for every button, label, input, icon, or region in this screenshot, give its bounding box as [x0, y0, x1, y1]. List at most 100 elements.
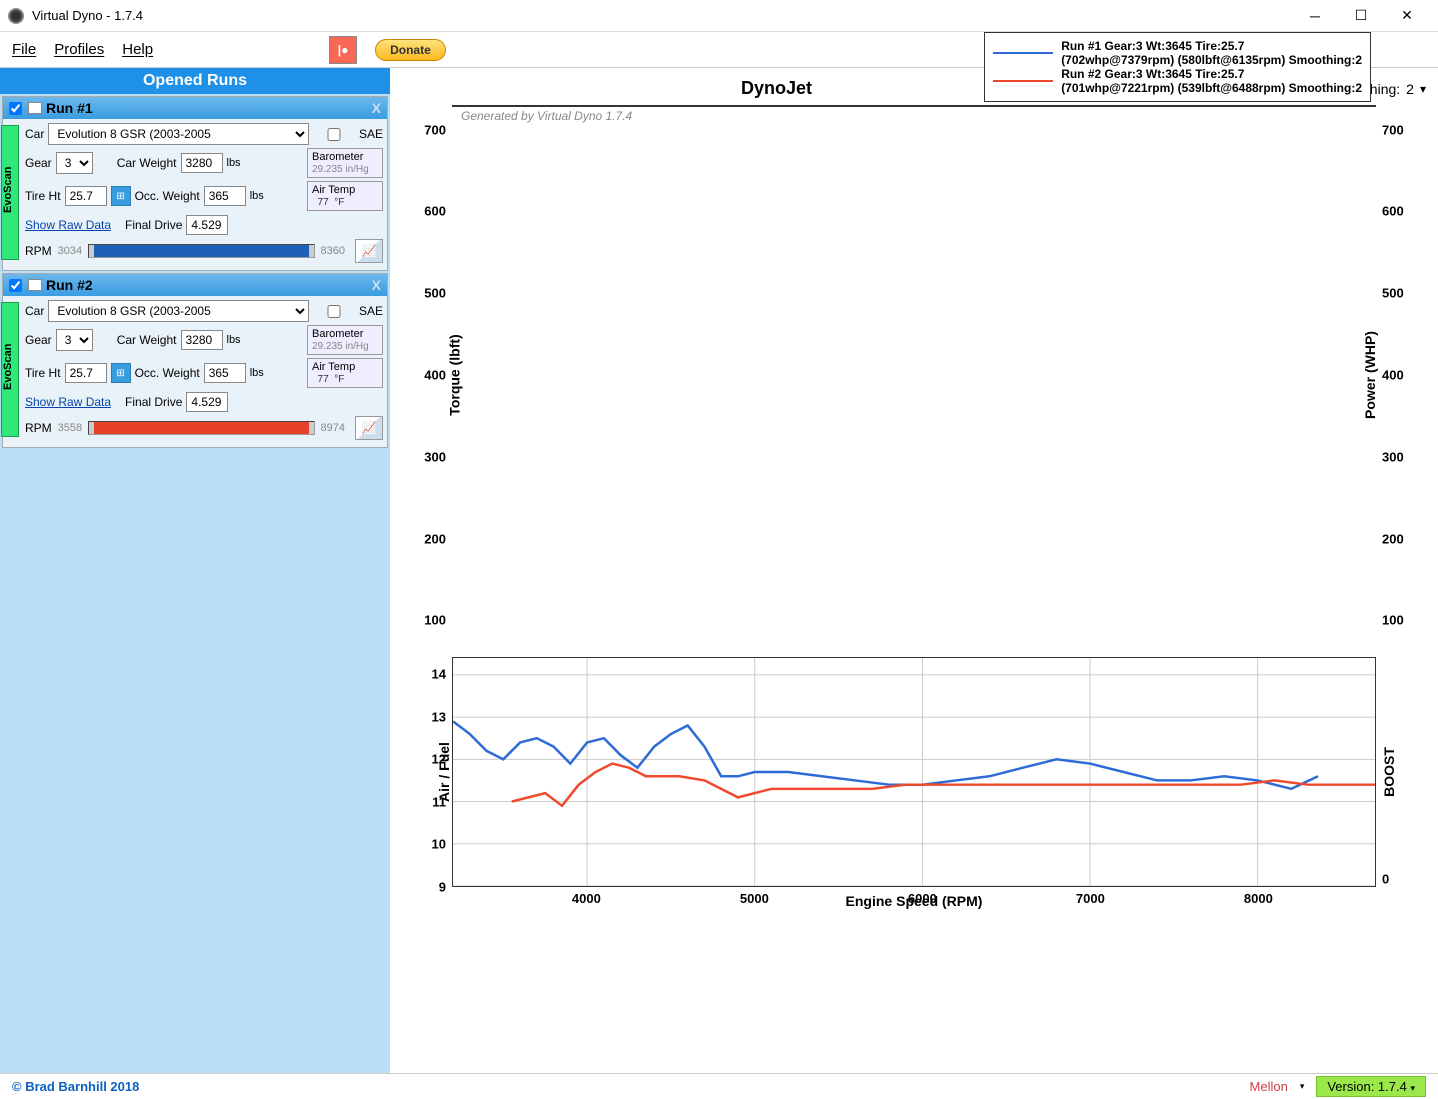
- run-enable-checkbox[interactable]: [9, 279, 22, 292]
- car-weight-input[interactable]: [181, 153, 223, 173]
- ytick: 100: [424, 613, 446, 628]
- gear-label: Gear: [25, 333, 52, 347]
- car-label: Car: [25, 127, 44, 141]
- xtick: 5000: [740, 891, 769, 906]
- menu-profiles[interactable]: Profiles: [54, 41, 104, 58]
- calculator-icon[interactable]: ⊞: [111, 363, 131, 383]
- y-axis-left-label: Torque (lbft): [447, 334, 463, 415]
- show-raw-data-link[interactable]: Show Raw Data: [25, 218, 111, 232]
- ytick: 400: [1382, 368, 1404, 383]
- footer: © Brad Barnhill 2018 Mellon ▾ Version: 1…: [0, 1073, 1438, 1099]
- donate-button[interactable]: Donate: [375, 39, 446, 61]
- final-drive-input[interactable]: [186, 392, 228, 412]
- smoothing-value: 2: [1406, 81, 1414, 97]
- sub-right-tick: 0: [1382, 872, 1389, 887]
- show-raw-data-link[interactable]: Show Raw Data: [25, 395, 111, 409]
- rpm-min: 3034: [58, 245, 82, 257]
- car-select[interactable]: Evolution 8 GSR (2003-2005: [48, 123, 309, 145]
- tire-ht-input[interactable]: [65, 363, 107, 383]
- sub-chart[interactable]: [452, 657, 1376, 887]
- rpm-max: 8974: [321, 422, 345, 434]
- patreon-button[interactable]: |●: [329, 36, 357, 64]
- run-header[interactable]: Run #2 X: [3, 274, 387, 296]
- occ-weight-label: Occ. Weight: [135, 189, 200, 203]
- rpm-slider[interactable]: [88, 244, 314, 258]
- sidebar: Opened Runs Run #1 X EvoScan Car Evoluti…: [0, 68, 390, 1073]
- legend-row: Run #2 Gear:3 Wt:3645 Tire:25.7(701whp@7…: [993, 67, 1362, 95]
- occ-weight-input[interactable]: [204, 186, 246, 206]
- final-drive-input[interactable]: [186, 215, 228, 235]
- smoothing-dropdown[interactable]: ▾: [1420, 82, 1426, 96]
- rpm-max: 8360: [321, 245, 345, 257]
- close-icon[interactable]: X: [372, 100, 381, 116]
- ytick: 700: [424, 122, 446, 137]
- window-title: Virtual Dyno - 1.7.4: [32, 8, 1292, 23]
- xtick: 4000: [572, 891, 601, 906]
- minimize-button[interactable]: ─: [1292, 0, 1338, 32]
- ytick: 200: [424, 531, 446, 546]
- graph-icon[interactable]: 📈: [355, 416, 383, 440]
- ytick: 300: [424, 449, 446, 464]
- generated-by-label: Generated by Virtual Dyno 1.7.4: [461, 109, 632, 123]
- profile-name[interactable]: Mellon: [1250, 1079, 1288, 1094]
- barometer-box: Barometer29.235 in/Hg: [307, 325, 383, 355]
- car-weight-input[interactable]: [181, 330, 223, 350]
- ytick: 500: [1382, 286, 1404, 301]
- xtick: 7000: [1076, 891, 1105, 906]
- ytick: 12: [432, 752, 446, 767]
- sae-checkbox[interactable]: [313, 128, 355, 141]
- copyright: © Brad Barnhill 2018: [12, 1079, 139, 1094]
- main-chart[interactable]: Generated by Virtual Dyno 1.7.4 Run #1 G…: [452, 105, 1376, 107]
- ytick: 300: [1382, 449, 1404, 464]
- maximize-button[interactable]: ☐: [1338, 0, 1384, 32]
- graph-icon[interactable]: 📈: [355, 239, 383, 263]
- gear-label: Gear: [25, 156, 52, 170]
- chart-area: DynoJet 🔍 🛠 ▾ | 📋 💾 🖨 ▾ | Smoothing: 2 ▾…: [390, 68, 1438, 1073]
- tire-ht-label: Tire Ht: [25, 189, 61, 203]
- opened-runs-header: Opened Runs: [0, 68, 390, 94]
- sub-y-right-label: BOOST: [1381, 747, 1397, 797]
- menu-file[interactable]: File: [12, 41, 36, 58]
- legend-row: Run #1 Gear:3 Wt:3645 Tire:25.7(702whp@7…: [993, 39, 1362, 67]
- occ-weight-input[interactable]: [204, 363, 246, 383]
- car-select[interactable]: Evolution 8 GSR (2003-2005: [48, 300, 309, 322]
- xtick: 8000: [1244, 891, 1273, 906]
- y-axis-right-label: Power (WHP): [1362, 331, 1378, 419]
- sae-label: SAE: [359, 304, 383, 318]
- close-icon[interactable]: X: [372, 277, 381, 293]
- app-icon: [8, 8, 24, 24]
- final-drive-label: Final Drive: [125, 218, 182, 232]
- version-badge[interactable]: Version: 1.7.4 ▾: [1316, 1076, 1426, 1097]
- chart-legend: Run #1 Gear:3 Wt:3645 Tire:25.7(702whp@7…: [984, 32, 1371, 102]
- gear-select[interactable]: 3: [56, 329, 93, 351]
- ytick: 200: [1382, 531, 1404, 546]
- ytick: 9: [439, 880, 446, 895]
- profile-dropdown[interactable]: ▾: [1300, 1081, 1305, 1092]
- calculator-icon[interactable]: ⊞: [111, 186, 131, 206]
- evoscan-tab[interactable]: EvoScan: [1, 302, 19, 437]
- color-swatch[interactable]: [28, 102, 42, 114]
- run-header[interactable]: Run #1 X: [3, 97, 387, 119]
- car-weight-label: Car Weight: [117, 156, 177, 170]
- tire-ht-input[interactable]: [65, 186, 107, 206]
- evoscan-tab[interactable]: EvoScan: [1, 125, 19, 260]
- rpm-label: RPM: [25, 421, 52, 435]
- rpm-slider[interactable]: [88, 421, 314, 435]
- sae-checkbox[interactable]: [313, 305, 355, 318]
- run-enable-checkbox[interactable]: [9, 102, 22, 115]
- ytick: 11: [432, 794, 446, 809]
- color-swatch[interactable]: [28, 279, 42, 291]
- occ-weight-label: Occ. Weight: [135, 366, 200, 380]
- run-panel: Run #2 X EvoScan Car Evolution 8 GSR (20…: [2, 273, 388, 448]
- run-title: Run #1: [46, 100, 93, 116]
- rpm-min: 3558: [58, 422, 82, 434]
- menu-help[interactable]: Help: [122, 41, 153, 58]
- ytick: 100: [1382, 613, 1404, 628]
- ytick: 13: [432, 709, 446, 724]
- barometer-box: Barometer29.235 in/Hg: [307, 148, 383, 178]
- gear-select[interactable]: 3: [56, 152, 93, 174]
- ytick: 500: [424, 286, 446, 301]
- run-panel: Run #1 X EvoScan Car Evolution 8 GSR (20…: [2, 96, 388, 271]
- ytick: 10: [432, 837, 446, 852]
- close-button[interactable]: ✕: [1384, 0, 1430, 32]
